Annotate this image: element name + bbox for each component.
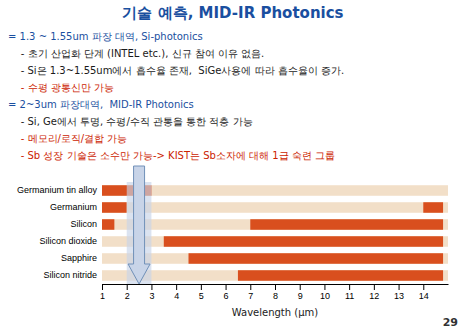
annotation: - 초기 산업화 단계 (INTEL etc.), 신규 참여 이유 없음. [8, 48, 264, 59]
y-tick-label: Germanium tin alloy [17, 185, 98, 195]
track [102, 219, 448, 230]
x-tick: 13 [394, 284, 404, 301]
x-tick-mark [176, 284, 177, 290]
annotation: - 수평 광통신만 가능 [8, 82, 114, 93]
x-tick-mark [127, 284, 128, 290]
text-block: = 1.3 ~ 1.55um 파장 대역, Si-photonics - 초기 … [8, 31, 344, 161]
x-tick-label: 1 [100, 291, 105, 301]
track [102, 202, 448, 213]
y-tick-label: Silicon dioxide [39, 236, 97, 246]
x-tick-label: 5 [199, 291, 204, 301]
annotation: = 1.3 ~ 1.55um 파장 대역, Si-photonics [8, 31, 203, 42]
window-bar [423, 202, 443, 213]
y-tick: Sapphire [61, 253, 102, 263]
page-number: 29 [443, 316, 458, 329]
x-tick: 14 [419, 284, 429, 301]
x-tick-label: 11 [345, 291, 354, 301]
y-tick: Germanium [50, 202, 102, 212]
annotation: - Si, Ge에서 투명, 수평/수직 관통을 통한 적층 가능 [8, 116, 253, 127]
track [102, 236, 448, 247]
x-tick-mark [374, 284, 375, 290]
x-tick: 3 [149, 284, 154, 301]
x-tick: 10 [320, 284, 330, 301]
y-tick-label: Silicon [70, 219, 97, 229]
x-tick: 6 [224, 284, 229, 301]
x-tick-label: 6 [224, 291, 229, 301]
annotation: - Sb 성장 기술은 소수만 가능-> KIST는 Sb소자에 대해 1급 숙… [8, 150, 335, 161]
x-tick: 1 [100, 284, 105, 301]
x-tick-label: 9 [298, 291, 303, 301]
x-tick: 4 [174, 284, 179, 301]
x-tick-mark [151, 284, 152, 290]
y-tick-label: Sapphire [61, 253, 97, 263]
track [102, 185, 448, 196]
annotation: - 메모리/로직/결합 가능 [8, 133, 127, 144]
x-axis-title: Wavelength (μm) [232, 307, 319, 318]
x-axis: 1234567891011121314 [100, 284, 449, 301]
x-tick-mark [102, 284, 103, 290]
annotation: = 2~3um 파장대역, MID-IR Photonics [8, 99, 194, 110]
title: 기술 예측, MID-IR Photonics [122, 4, 343, 22]
annotation: - Si은 1.3~1.55um에서 흡수율 존재, SiGe사용에 따라 흡수… [8, 65, 344, 76]
track [102, 270, 448, 281]
window-bar [238, 270, 443, 281]
y-axis: Germanium tin alloy Germanium Silicon Silic… [17, 185, 102, 280]
x-tick-mark [300, 284, 301, 290]
x-tick-mark [423, 284, 424, 290]
y-tick-label: Germanium [50, 202, 97, 212]
x-tick-label: 3 [149, 291, 154, 301]
x-tick-mark [324, 284, 325, 290]
x-tick-label: 8 [273, 291, 278, 301]
x-tick-label: 2 [125, 291, 130, 301]
window-bar [102, 202, 127, 213]
y-tick: Silicon dioxide [39, 236, 102, 246]
track [102, 253, 448, 264]
x-tick: 11 [345, 284, 354, 301]
window-bar [164, 236, 443, 247]
x-tick: 8 [273, 284, 278, 301]
x-tick-mark [201, 284, 202, 290]
window-bar [189, 253, 444, 264]
x-tick-label: 13 [394, 291, 404, 301]
arrow [128, 166, 150, 284]
x-tick-label: 12 [369, 291, 379, 301]
x-tick-label: 10 [320, 291, 330, 301]
y-tick-label: Silicon nitride [43, 270, 97, 280]
y-tick: Germanium tin alloy [17, 185, 102, 195]
x-tick-mark [349, 284, 350, 290]
x-tick-mark [399, 284, 400, 290]
window-bar [102, 219, 114, 230]
x-tick-mark [226, 284, 227, 290]
x-tick-label: 7 [248, 291, 253, 301]
x-tick-mark [275, 284, 276, 290]
chart: 기술 예측, MID-IR Photonics = 1.3 ~ 1.55um 파장… [0, 0, 466, 331]
x-tick: 9 [298, 284, 303, 301]
x-tick: 5 [199, 284, 204, 301]
x-tick: 7 [248, 284, 253, 301]
x-tick: 12 [369, 284, 379, 301]
x-tick-label: 14 [419, 291, 429, 301]
y-tick: Silicon nitride [43, 270, 102, 280]
x-tick-label: 4 [174, 291, 179, 301]
y-tick: Silicon [70, 219, 102, 229]
x-tick-mark [250, 284, 251, 290]
plot-area [102, 182, 448, 284]
window-bar [250, 219, 443, 230]
x-tick: 2 [125, 284, 130, 301]
